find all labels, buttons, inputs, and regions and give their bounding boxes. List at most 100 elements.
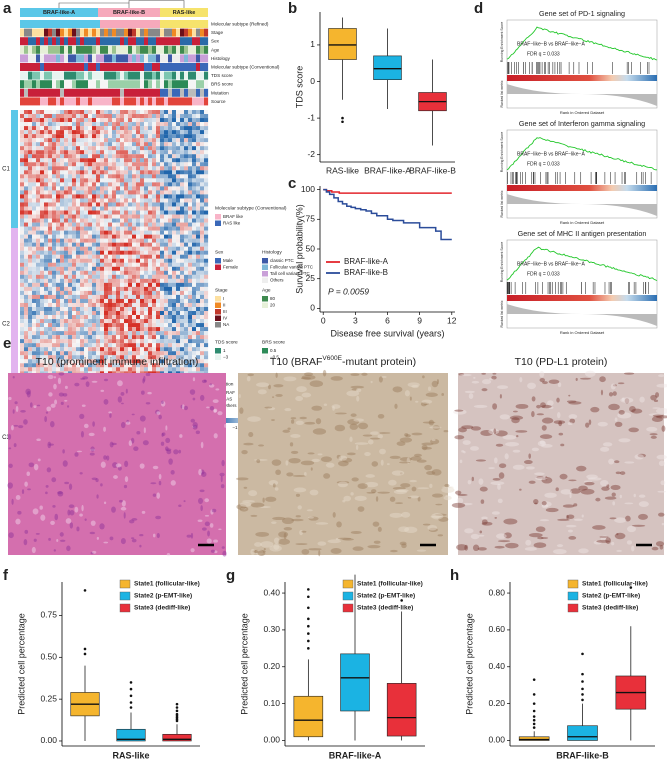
heatmap-texture bbox=[176, 134, 181, 139]
heatmap-texture bbox=[36, 194, 41, 199]
heatmap-texture bbox=[200, 339, 205, 344]
heatmap-texture bbox=[92, 335, 97, 340]
heatmap-texture bbox=[20, 298, 25, 304]
heatmap-texture bbox=[20, 210, 25, 215]
heatmap-texture bbox=[84, 126, 89, 131]
heatmap-texture bbox=[132, 238, 137, 243]
micrograph-texture bbox=[180, 404, 184, 409]
annotation-cell bbox=[188, 45, 193, 54]
annotation-cell bbox=[176, 45, 181, 54]
heatmap-texture bbox=[148, 282, 153, 287]
legend-swatch bbox=[215, 315, 221, 321]
heatmap-texture bbox=[48, 323, 53, 328]
heatmap-texture bbox=[84, 146, 89, 151]
annotation-cell bbox=[40, 37, 45, 46]
annotation-cell bbox=[132, 80, 137, 89]
heatmap-texture bbox=[36, 122, 41, 127]
heatmap-texture bbox=[72, 254, 77, 259]
heatmap-texture bbox=[184, 110, 189, 115]
heatmap-texture bbox=[160, 274, 165, 279]
heatmap-texture bbox=[132, 194, 137, 199]
heatmap-texture bbox=[72, 359, 77, 364]
heatmap-texture bbox=[128, 294, 133, 300]
heatmap-texture bbox=[200, 146, 205, 151]
heatmap-texture bbox=[184, 138, 189, 143]
annotation-cell bbox=[24, 37, 29, 46]
heatmap-texture bbox=[140, 339, 145, 344]
heatmap-texture bbox=[20, 347, 25, 352]
heatmap-texture bbox=[80, 110, 85, 115]
heatmap-texture bbox=[184, 114, 189, 119]
heatmap-texture bbox=[48, 254, 53, 259]
heatmap-texture bbox=[88, 331, 93, 336]
heatmap-texture bbox=[124, 130, 129, 135]
annotation-cell bbox=[36, 54, 41, 63]
heatmap-texture bbox=[188, 311, 193, 316]
heatmap-texture bbox=[152, 158, 157, 163]
legend-swatch bbox=[262, 354, 268, 360]
heatmap-texture bbox=[188, 258, 193, 263]
micrograph-texture bbox=[54, 399, 58, 405]
heatmap-texture bbox=[76, 162, 81, 167]
heatmap-texture bbox=[44, 238, 49, 243]
heatmap-texture bbox=[196, 367, 201, 372]
annotation-cell bbox=[144, 20, 149, 28]
annotation-cell bbox=[176, 28, 181, 37]
micrograph-texture bbox=[83, 423, 89, 429]
heatmap-texture bbox=[88, 298, 93, 304]
heatmap-texture bbox=[116, 347, 121, 352]
annotation-cell bbox=[104, 97, 109, 106]
annotation-cell bbox=[116, 37, 121, 46]
heatmap-texture bbox=[168, 146, 173, 151]
heatmap-texture bbox=[56, 146, 61, 151]
heatmap-texture bbox=[124, 210, 129, 215]
heatmap-texture bbox=[108, 122, 113, 127]
heatmap-texture bbox=[68, 138, 73, 143]
annotation-cell bbox=[48, 20, 53, 28]
heatmap-texture bbox=[108, 363, 113, 368]
heatmap-texture bbox=[68, 250, 73, 255]
heatmap-texture bbox=[184, 202, 189, 207]
heatmap-texture bbox=[168, 226, 173, 231]
heatmap-texture bbox=[112, 302, 117, 308]
heatmap-texture bbox=[20, 323, 25, 328]
enrichment-curve bbox=[506, 246, 658, 282]
heatmap-texture bbox=[20, 182, 25, 187]
heatmap-texture bbox=[204, 142, 209, 147]
heatmap-texture bbox=[180, 150, 185, 155]
heatmap-texture bbox=[152, 254, 157, 259]
heatmap-texture bbox=[152, 250, 157, 255]
heatmap-texture bbox=[128, 306, 133, 312]
annotation-cell bbox=[128, 80, 133, 89]
heatmap-texture bbox=[192, 254, 197, 259]
heatmap-texture bbox=[40, 258, 45, 263]
heatmap-texture bbox=[92, 226, 97, 231]
heatmap-texture bbox=[72, 319, 77, 324]
heatmap-texture bbox=[116, 250, 121, 255]
heatmap-texture bbox=[184, 130, 189, 135]
heatmap-texture bbox=[128, 367, 133, 372]
heatmap-texture bbox=[60, 162, 65, 167]
heatmap-texture bbox=[52, 198, 57, 203]
heatmap-texture bbox=[144, 166, 149, 171]
heatmap-texture bbox=[200, 182, 205, 187]
annotation-cell bbox=[20, 97, 25, 106]
heatmap-texture bbox=[204, 290, 209, 295]
heatmap-texture bbox=[68, 311, 73, 316]
heatmap-texture bbox=[56, 270, 61, 275]
annotation-cell bbox=[128, 45, 133, 54]
heatmap-texture bbox=[164, 343, 169, 348]
heatmap-texture bbox=[152, 150, 157, 155]
annotation-cell bbox=[156, 63, 161, 71]
annotation-cell bbox=[88, 20, 93, 28]
heatmap-texture bbox=[184, 154, 189, 159]
heatmap-texture bbox=[108, 266, 113, 271]
heatmap-texture bbox=[140, 302, 145, 308]
annotation-cell bbox=[204, 45, 209, 54]
heatmap-texture bbox=[48, 278, 53, 283]
heatmap-texture bbox=[148, 114, 153, 119]
heatmap-texture bbox=[144, 146, 149, 151]
heatmap-texture bbox=[156, 154, 161, 159]
annotation-cell bbox=[44, 63, 49, 71]
heatmap-texture bbox=[140, 311, 145, 316]
